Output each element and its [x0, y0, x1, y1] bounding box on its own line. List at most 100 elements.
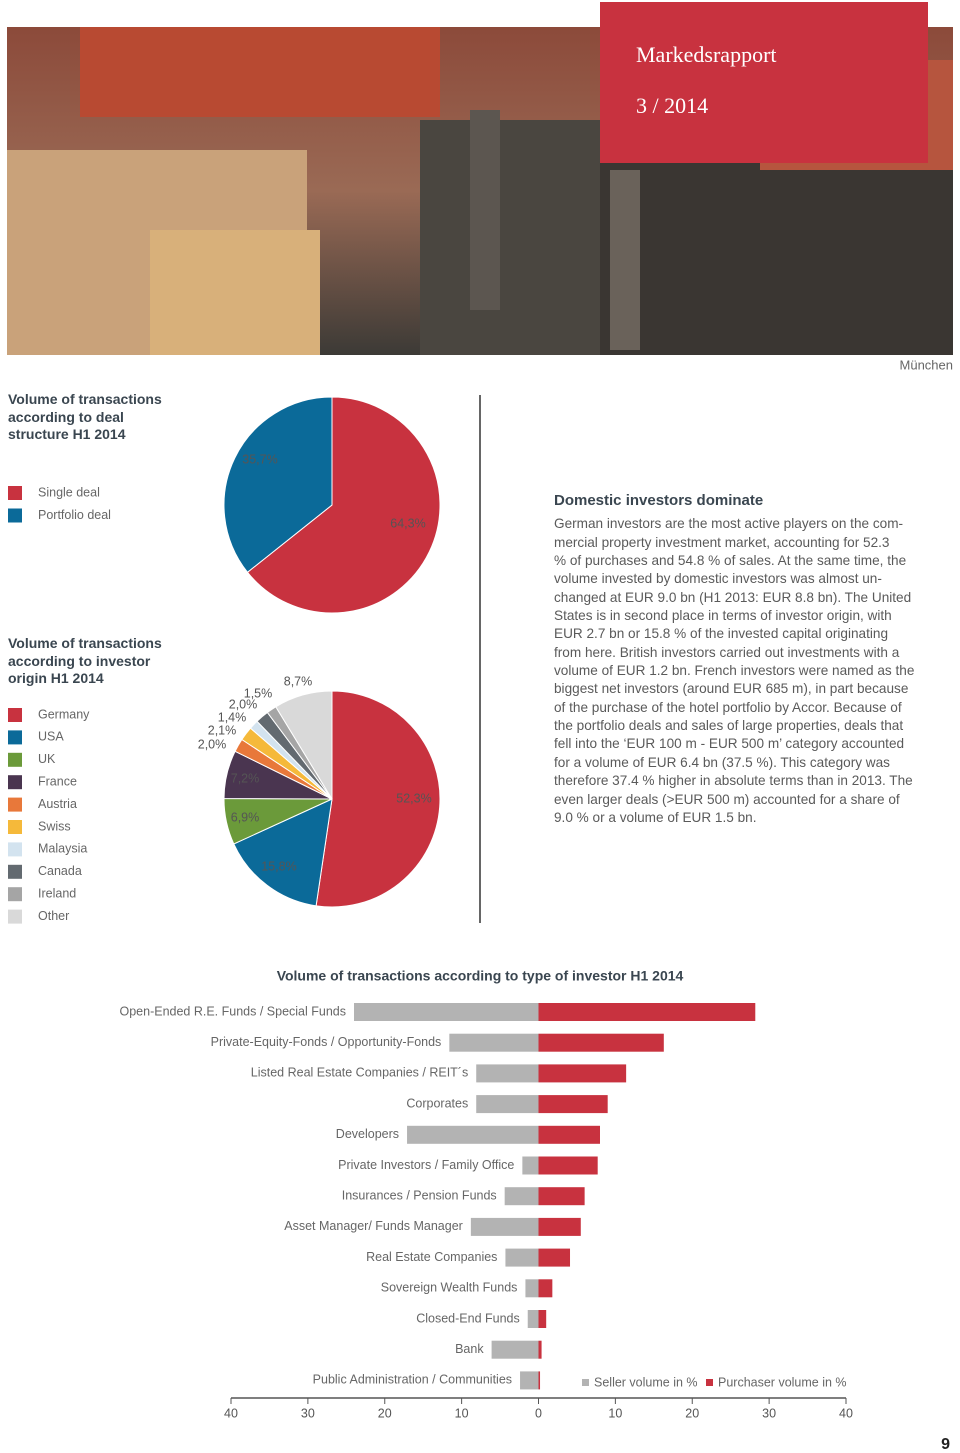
- slice-label: 64,3%: [390, 516, 425, 530]
- category-label: Corporates: [406, 1096, 468, 1110]
- category-label: Real Estate Companies: [366, 1250, 497, 1264]
- article: Domestic investors dominate German inves…: [554, 492, 954, 827]
- bar: [538, 1003, 756, 1021]
- article-line: States is in second place in terms of in…: [554, 608, 892, 624]
- bar: [538, 1187, 585, 1206]
- article-line: German investors are the most active pla…: [554, 516, 904, 532]
- bar: [538, 1064, 627, 1083]
- legend-label: Purchaser volume in %: [718, 1375, 847, 1389]
- legend-label: France: [38, 774, 77, 788]
- article-line: volume invested by domestic investors wa…: [554, 571, 882, 587]
- bar: [491, 1340, 539, 1359]
- legend-swatch: [8, 508, 22, 523]
- bar: [538, 1095, 608, 1114]
- x-tick-label: 10: [608, 1406, 622, 1420]
- bar: [449, 1033, 539, 1052]
- legend-label: UK: [38, 752, 56, 766]
- x-tick-label: 20: [685, 1406, 699, 1420]
- legend-label: Seller volume in %: [594, 1375, 698, 1389]
- slice-label: 52,3%: [396, 791, 431, 805]
- report-title: Markedsrapport: [636, 42, 777, 67]
- slice-label: 2,0%: [198, 737, 227, 751]
- bar: [538, 1279, 553, 1298]
- category-label: Asset Manager/ Funds Manager: [284, 1219, 463, 1233]
- page-number: 9: [941, 1436, 950, 1453]
- slice-label: 2,1%: [208, 723, 237, 737]
- bar: [505, 1248, 539, 1267]
- legend-swatch: [8, 909, 22, 924]
- slice-label: 7,2%: [231, 771, 260, 785]
- report-issue: 3 / 2014: [636, 93, 708, 118]
- slice-label: 35,7%: [242, 452, 277, 466]
- bar: [538, 1248, 571, 1267]
- legend-swatch: [8, 486, 22, 500]
- article-line: changed at EUR 9.0 bn (H1 2013: EUR 8.8 …: [554, 589, 912, 605]
- category-label: Listed Real Estate Companies / REIT´s: [251, 1066, 468, 1080]
- header-box: [600, 2, 928, 163]
- x-tick-label: 40: [839, 1406, 853, 1420]
- pie-slice: [246, 396, 441, 614]
- legend-swatch: [8, 797, 22, 812]
- pie-slice: [223, 396, 333, 573]
- legend-label: USA: [38, 730, 64, 744]
- article-line: % of purchases and 54.8 % of sales. At t…: [554, 553, 907, 569]
- x-tick-label: 30: [762, 1406, 776, 1420]
- legend-label: Swiss: [38, 819, 71, 833]
- legend-label: Ireland: [38, 886, 76, 900]
- slice-label: 2,0%: [229, 697, 258, 711]
- legend-swatch: [8, 820, 22, 834]
- category-label: Private Investors / Family Office: [338, 1158, 514, 1172]
- bar: [525, 1279, 539, 1298]
- legend-label: Single deal: [38, 485, 100, 499]
- x-tick-label: 10: [455, 1406, 469, 1420]
- article-line: EUR 2.7 bn or 15.8 % of the invested cap…: [554, 626, 889, 642]
- legend-swatch: [706, 1379, 713, 1386]
- category-label: Insurances / Pension Funds: [342, 1188, 497, 1202]
- x-tick-label: 20: [378, 1406, 392, 1420]
- article-line: volume of EUR 1.2 bn. French investors w…: [554, 663, 915, 679]
- bar: [538, 1033, 664, 1052]
- bar: [476, 1064, 539, 1083]
- legend-label: Portfolio deal: [38, 508, 111, 522]
- x-tick-label: 0: [535, 1406, 542, 1420]
- slice-label: 1,5%: [244, 686, 273, 700]
- bar: [538, 1371, 541, 1390]
- legend-swatch: [8, 775, 22, 790]
- category-label: Bank: [455, 1342, 484, 1356]
- article-line: mercial property investment market, acco…: [554, 534, 890, 550]
- x-tick-label: 30: [301, 1406, 315, 1420]
- legend-swatch: [8, 730, 22, 745]
- bar: [520, 1371, 539, 1390]
- chart-title: Volume of transactions according to deal…: [8, 391, 162, 442]
- legend-label: Other: [38, 909, 69, 923]
- legend-swatch: [8, 752, 22, 767]
- article-line: of the purchase of the hotel portfolio b…: [554, 699, 902, 715]
- slice-label: 15,8%: [261, 859, 296, 873]
- legend-label: Canada: [38, 864, 82, 878]
- bar: [476, 1095, 539, 1114]
- category-label: Private-Equity-Fonds / Opportunity-Fonds: [211, 1035, 442, 1049]
- article-line: for a volume of EUR 6.4 bn (37.5 %). Thi…: [554, 754, 890, 770]
- bar: [354, 1003, 539, 1021]
- bar: [504, 1187, 539, 1206]
- article-line: the portfolio deals and sales of large p…: [554, 718, 904, 734]
- bar: [538, 1340, 542, 1359]
- chart-title: Volume of transactions according to inve…: [8, 635, 162, 686]
- slice-label: 8,7%: [284, 674, 313, 688]
- article-line: biggest net investors (around EUR 685 m)…: [554, 681, 909, 697]
- article-heading: Domestic investors dominate: [554, 492, 764, 509]
- pie-slice: [233, 798, 333, 907]
- category-label: Developers: [336, 1127, 399, 1141]
- chart-title: Volume of transactions according to type…: [277, 968, 684, 984]
- legend-swatch: [8, 842, 22, 857]
- legend-swatch: [8, 887, 22, 902]
- bar: [522, 1156, 539, 1175]
- legend-swatch: [8, 864, 22, 879]
- pie-slice: [275, 690, 333, 801]
- category-label: Closed-End Funds: [416, 1311, 520, 1325]
- category-label: Sovereign Wealth Funds: [381, 1281, 518, 1295]
- legend-label: Austria: [38, 797, 77, 811]
- article-line: even larger deals (>EUR 500 m) accounted…: [554, 791, 900, 807]
